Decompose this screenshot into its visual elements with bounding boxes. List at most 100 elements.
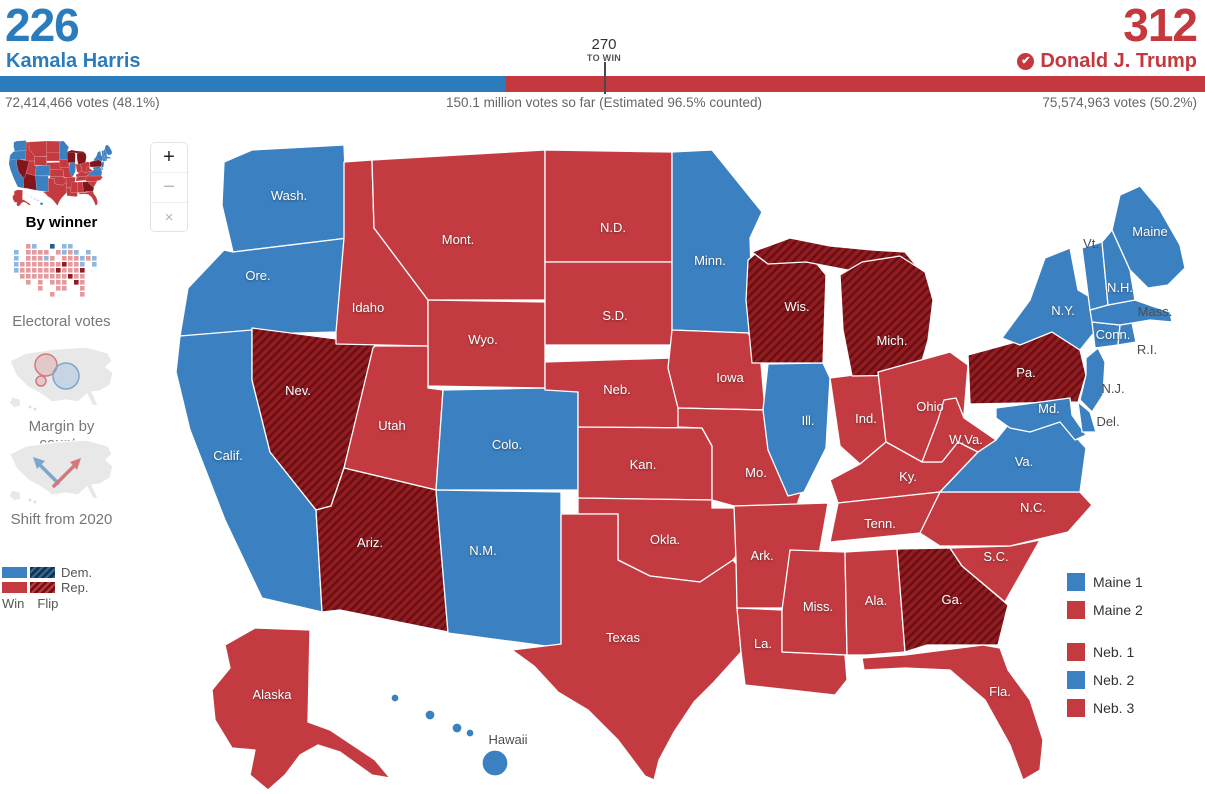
state-az[interactable] xyxy=(315,467,449,633)
state-nc[interactable] xyxy=(919,491,1093,547)
shift-from-2020-thumbnail xyxy=(8,439,114,505)
state-shapes-layer xyxy=(175,144,1186,791)
map-view-electoral-votes[interactable]: Electoral votes xyxy=(8,240,115,330)
dem-shift-arrow xyxy=(37,462,60,485)
state-nd[interactable] xyxy=(544,149,673,263)
harris-electoral-count: 226 xyxy=(5,0,80,51)
state-label-id: Idaho xyxy=(352,300,385,315)
reset-zoom-button[interactable]: × xyxy=(151,203,187,231)
state-label-de: Del. xyxy=(1096,414,1119,429)
rep-win-swatch xyxy=(2,581,27,593)
dem-win-swatch xyxy=(2,566,27,578)
state-or[interactable] xyxy=(179,237,349,337)
rep-shift-arrow xyxy=(52,463,77,488)
harris-vote-total: 72,414,466 votes (48.1%) xyxy=(5,95,160,110)
trump-name-row: ✔ Donald J. Trump xyxy=(1017,51,1197,71)
winner-check-icon: ✔ xyxy=(1017,52,1035,70)
state-label-wv: W.Va. xyxy=(949,432,983,447)
state-al[interactable] xyxy=(844,548,906,656)
state-label-vt: Vt. xyxy=(1083,236,1099,251)
state-hi[interactable] xyxy=(451,722,463,734)
state-tx[interactable] xyxy=(511,513,742,781)
trump-vote-total: 75,574,963 votes (50.2%) xyxy=(1042,95,1197,110)
state-label-mt: Mont. xyxy=(442,232,475,247)
district-legend-label: Neb. 3 xyxy=(1093,700,1135,716)
state-nm[interactable] xyxy=(435,489,562,649)
district-legend-label: Maine 2 xyxy=(1093,602,1143,618)
state-label-nj: N.J. xyxy=(1101,381,1124,396)
district-legend-item: Maine 1 xyxy=(1067,573,1143,591)
state-nh[interactable] xyxy=(1101,229,1136,306)
national-vote-status: 150.1 million votes so far (Estimated 96… xyxy=(446,95,762,110)
state-label-tx: Texas xyxy=(606,630,640,645)
state-nj[interactable] xyxy=(1079,347,1106,413)
state-label-nv: Nev. xyxy=(285,383,311,398)
state-hi[interactable] xyxy=(465,728,475,738)
flip-column-label: Flip xyxy=(37,596,59,611)
state-sd[interactable] xyxy=(544,261,673,346)
district-legend-label: Neb. 2 xyxy=(1093,672,1135,688)
state-label-ma: Mass. xyxy=(1138,304,1173,319)
map-view-label: By winner xyxy=(25,214,98,231)
rep-flip-swatch xyxy=(30,581,55,593)
state-il[interactable] xyxy=(762,362,831,497)
state-label-ky: Ky. xyxy=(899,469,917,484)
rep-legend-label: Rep. xyxy=(61,579,89,595)
state-me[interactable] xyxy=(1111,185,1186,289)
state-label-wy: Wyo. xyxy=(468,332,498,347)
state-label-mi: Mich. xyxy=(876,333,907,348)
district-legend-item: Neb. 3 xyxy=(1067,699,1143,717)
state-label-sd: S.D. xyxy=(602,308,627,323)
state-label-fl: Fla. xyxy=(989,684,1011,699)
state-label-ok: Okla. xyxy=(650,532,680,547)
dem-shift-arrowhead xyxy=(33,457,45,469)
rep-district-swatch xyxy=(1067,601,1085,619)
state-label-ga: Ga. xyxy=(942,592,963,607)
zoom-in-button[interactable]: + xyxy=(151,143,187,173)
district-legend-label: Neb. 1 xyxy=(1093,644,1135,660)
state-mt[interactable] xyxy=(371,149,546,301)
state-label-ut: Utah xyxy=(378,418,405,433)
district-legend-item: Maine 2 xyxy=(1067,601,1143,619)
map-view-label: Shift from 2020 xyxy=(10,511,113,528)
state-wv[interactable] xyxy=(921,397,997,463)
state-label-ca: Calif. xyxy=(213,448,243,463)
state-label-wa: Wash. xyxy=(271,188,307,203)
state-label-md: Md. xyxy=(1038,401,1060,416)
by-winner-thumbnail xyxy=(8,140,113,207)
dem-margin-bubble xyxy=(52,362,80,390)
district-legend-item: Neb. 2 xyxy=(1067,671,1143,689)
state-label-wi: Wis. xyxy=(784,299,809,314)
state-fl[interactable] xyxy=(861,644,1044,781)
to-win-tick-line xyxy=(603,62,606,94)
state-label-nh: N.H. xyxy=(1107,280,1133,295)
rep-district-swatch xyxy=(1067,699,1085,717)
state-mi[interactable] xyxy=(839,255,934,377)
state-label-la: La. xyxy=(754,636,772,651)
state-hi[interactable] xyxy=(390,693,400,703)
district-legend-item: Neb. 1 xyxy=(1067,643,1143,661)
state-label-va: Va. xyxy=(1015,454,1034,469)
win-column-label: Win xyxy=(2,596,25,611)
state-label-ny: N.Y. xyxy=(1051,303,1075,318)
zoom-out-button[interactable]: − xyxy=(151,173,187,203)
state-de[interactable] xyxy=(1077,401,1097,433)
state-label-in: Ind. xyxy=(855,411,877,426)
state-ak[interactable] xyxy=(211,627,391,791)
state-label-mn: Minn. xyxy=(694,253,726,268)
state-label-nm: N.M. xyxy=(469,543,496,558)
state-label-ms: Miss. xyxy=(803,599,833,614)
map-view-by-winner[interactable]: By winner xyxy=(8,140,115,231)
to-win-number: 270 xyxy=(591,36,617,53)
state-md[interactable] xyxy=(995,397,1087,441)
state-hi[interactable] xyxy=(424,709,436,721)
map-view-margin-by-county[interactable]: Margin by county xyxy=(8,345,115,453)
state-hi[interactable] xyxy=(481,749,509,777)
electoral-votes-thumbnail xyxy=(14,244,97,297)
state-label-tn: Tenn. xyxy=(864,516,896,531)
map-zoom-controls: + − × xyxy=(150,142,188,232)
map-view-shift-from-2020[interactable]: Shift from 2020 xyxy=(8,438,115,528)
state-label-mo: Mo. xyxy=(745,465,767,480)
dem-district-swatch xyxy=(1067,573,1085,591)
